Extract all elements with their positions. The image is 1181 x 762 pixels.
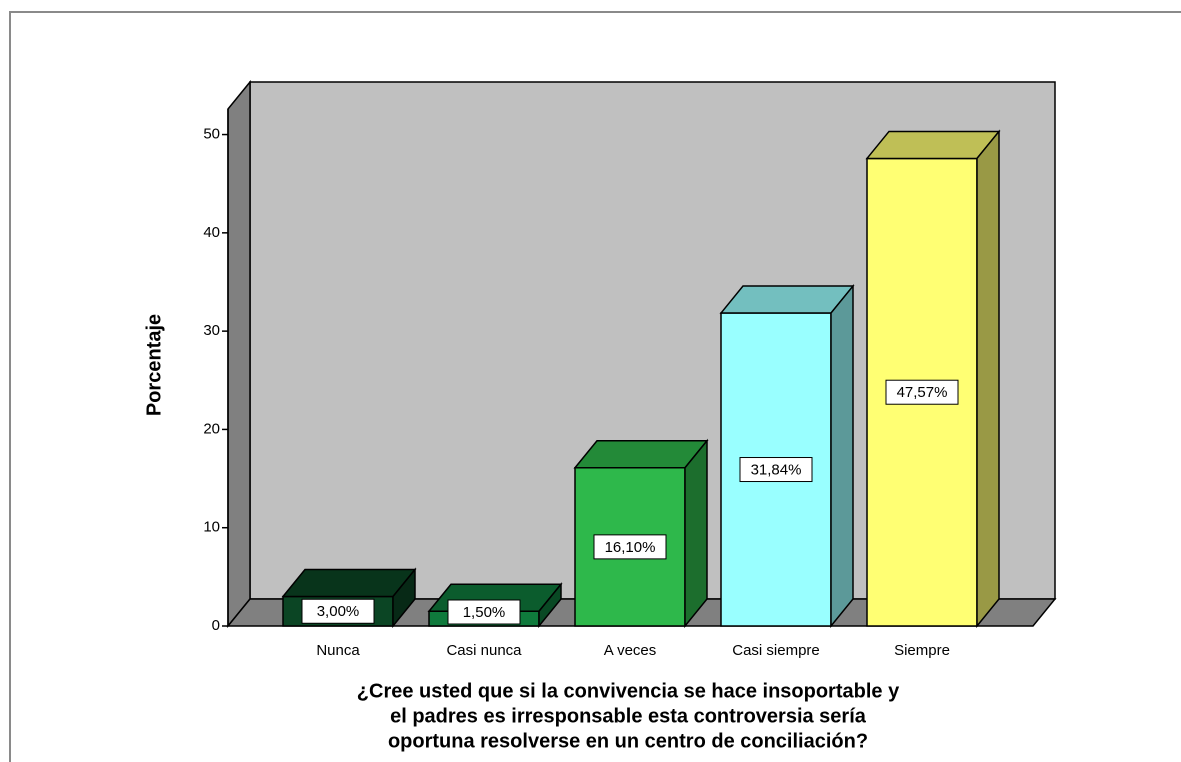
y-tick-label: 50 — [203, 126, 220, 143]
bar-side — [538, 582, 562, 629]
value-label: 3,00% — [317, 603, 360, 620]
y-tick-label: 0 — [212, 617, 220, 634]
x-tick-label: Nunca — [316, 642, 360, 659]
x-tick-label: Casi siempre — [732, 642, 820, 659]
y-tick-label: 10 — [203, 519, 220, 536]
bar-side — [392, 567, 416, 629]
value-label-box — [301, 598, 375, 624]
x-axis-label: oportuna resolverse en un centro de conc… — [388, 730, 868, 752]
y-tick-label: 20 — [203, 420, 220, 437]
bar-side — [830, 283, 854, 629]
bar-top — [719, 285, 855, 314]
value-label: 16,10% — [605, 539, 656, 556]
value-label: 31,84% — [751, 461, 802, 478]
y-tick-label: 40 — [203, 224, 220, 241]
value-label-box — [593, 534, 667, 560]
frame — [9, 11, 1181, 762]
side-wall — [227, 79, 251, 629]
x-tick-label: A veces — [604, 642, 657, 659]
y-tick-label: 30 — [203, 322, 220, 339]
value-label-box — [739, 457, 813, 483]
bar-top — [573, 440, 709, 469]
value-label-box — [885, 379, 959, 405]
bar-side — [976, 129, 1000, 629]
x-axis-label: el padres es irresponsable esta controve… — [390, 705, 867, 727]
bar-side — [684, 438, 708, 629]
value-label: 47,57% — [897, 384, 948, 401]
x-axis-label: ¿Cree usted que si la convivencia se hac… — [357, 680, 900, 702]
x-tick-label: Casi nunca — [446, 642, 522, 659]
bar — [865, 129, 1001, 629]
y-axis-label: Porcentaje — [143, 314, 165, 416]
bar-top — [865, 130, 1001, 160]
x-tick-label: Siempre — [894, 642, 950, 659]
bar — [573, 438, 709, 629]
value-label: 1,50% — [463, 604, 506, 621]
bar — [719, 283, 855, 629]
bar-top — [281, 568, 417, 598]
value-label-box — [447, 599, 521, 625]
